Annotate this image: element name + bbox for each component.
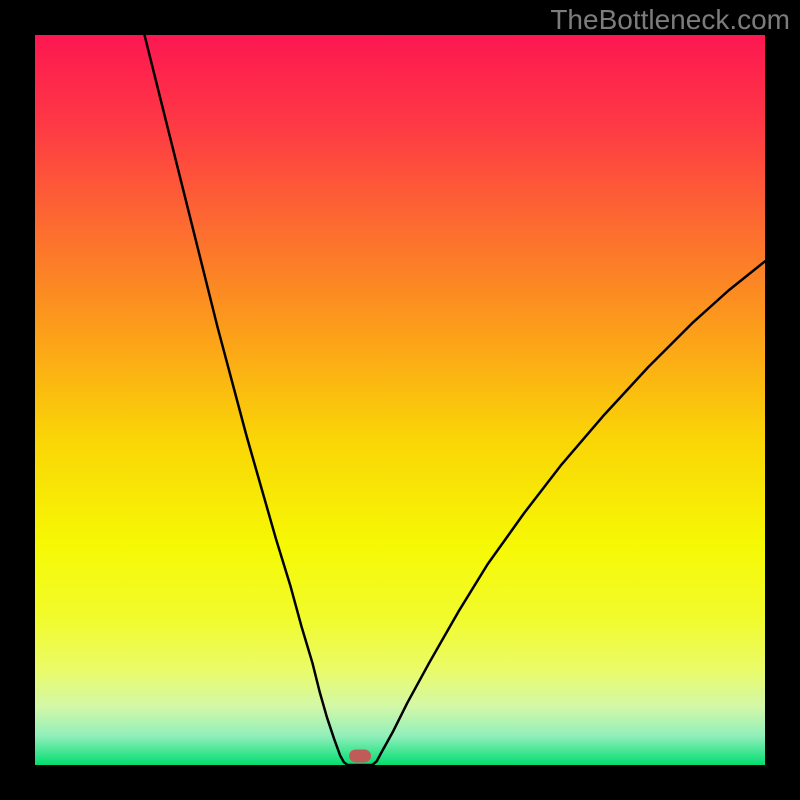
chart-canvas: TheBottleneck.com [0,0,800,800]
plot-area [35,35,765,765]
watermark-text: TheBottleneck.com [550,4,790,36]
optimal-point-marker [349,749,371,762]
bottleneck-curve [35,35,765,765]
